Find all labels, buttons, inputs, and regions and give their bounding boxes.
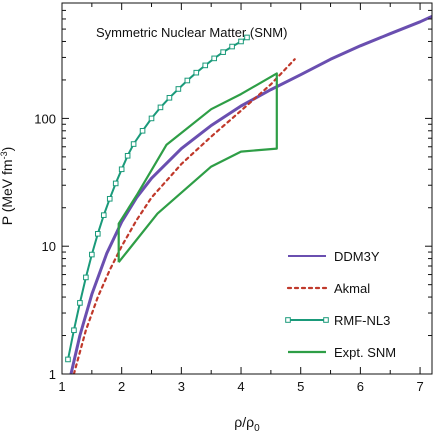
ticks-layer: 1 2 3 4 5 6 7 1 10 100 bbox=[34, 2, 432, 394]
x-tick-label: 7 bbox=[416, 379, 423, 394]
plot-layer bbox=[65, 14, 432, 374]
series-line-akmal bbox=[72, 58, 296, 374]
legend: DDM3Y Akmal RMF-NL3 Expt. SNM bbox=[285, 249, 396, 360]
y-tick-label: 1 bbox=[49, 367, 56, 382]
series-line-ddm3y bbox=[69, 14, 432, 374]
series-line-expt-snm bbox=[117, 72, 278, 263]
series-point-rmf-nl3 bbox=[106, 195, 113, 202]
x-axis-title-main: ρ/ρ bbox=[234, 414, 254, 430]
y-tick-label: 100 bbox=[34, 111, 56, 126]
legend-marker-rmf-nl3 bbox=[285, 317, 291, 323]
legend-label-ddm3y: DDM3Y bbox=[334, 249, 380, 264]
series-point-rmf-nl3 bbox=[193, 69, 200, 76]
y-axis-title-main: P (MeV fm bbox=[0, 159, 15, 225]
series-point-rmf-nl3 bbox=[244, 34, 250, 41]
series-point-rmf-nl3 bbox=[211, 55, 217, 62]
series-point-rmf-nl3 bbox=[157, 104, 164, 111]
y-axis-title: P (MeV fm-3) bbox=[0, 147, 15, 226]
y-tick-label: 10 bbox=[42, 239, 56, 254]
series-point-rmf-nl3 bbox=[118, 166, 125, 173]
series-line-rmf-nl3 bbox=[67, 36, 248, 360]
x-tick-label: 1 bbox=[58, 379, 65, 394]
series-point-rmf-nl3 bbox=[166, 94, 173, 101]
x-tick-label: 3 bbox=[178, 379, 185, 394]
series-point-rmf-nl3 bbox=[229, 43, 235, 50]
x-tick-label: 6 bbox=[357, 379, 364, 394]
y-axis-title-sup: -3 bbox=[0, 151, 9, 159]
series-point-rmf-nl3 bbox=[71, 327, 77, 334]
series-point-rmf-nl3 bbox=[202, 62, 209, 69]
series-point-rmf-nl3 bbox=[139, 127, 146, 134]
series-point-rmf-nl3 bbox=[89, 251, 95, 258]
x-axis-title: ρ/ρ0 bbox=[234, 414, 260, 434]
series-point-rmf-nl3 bbox=[95, 231, 101, 237]
legend-label-rmf-nl3: RMF-NL3 bbox=[334, 313, 390, 328]
series-point-rmf-nl3 bbox=[175, 86, 182, 92]
series-point-rmf-nl3 bbox=[220, 49, 226, 55]
x-tick-label: 4 bbox=[237, 379, 244, 394]
series-point-rmf-nl3 bbox=[238, 38, 244, 45]
series-point-rmf-nl3 bbox=[130, 141, 137, 147]
legend-label-akmal: Akmal bbox=[334, 281, 370, 296]
series-point-rmf-nl3 bbox=[65, 356, 71, 363]
x-tick-label: 2 bbox=[118, 379, 125, 394]
legend-label-expt-snm: Expt. SNM bbox=[334, 345, 396, 360]
y-axis-title-close: ) bbox=[0, 147, 15, 152]
x-tick-label: 5 bbox=[297, 379, 304, 394]
chart-annotation: Symmetric Nuclear Matter (SNM) bbox=[96, 25, 287, 40]
series-group bbox=[65, 14, 432, 374]
x-axis-title-sub: 0 bbox=[254, 423, 260, 434]
legend-marker-rmf-nl3 bbox=[323, 317, 329, 323]
series-point-rmf-nl3 bbox=[148, 115, 155, 122]
series-point-rmf-nl3 bbox=[184, 77, 191, 84]
series-point-rmf-nl3 bbox=[83, 274, 89, 281]
series-point-rmf-nl3 bbox=[77, 300, 83, 306]
series-point-rmf-nl3 bbox=[112, 180, 119, 187]
plot-frame bbox=[61, 2, 433, 375]
series-point-rmf-nl3 bbox=[100, 212, 107, 218]
series-point-rmf-nl3 bbox=[124, 152, 131, 159]
